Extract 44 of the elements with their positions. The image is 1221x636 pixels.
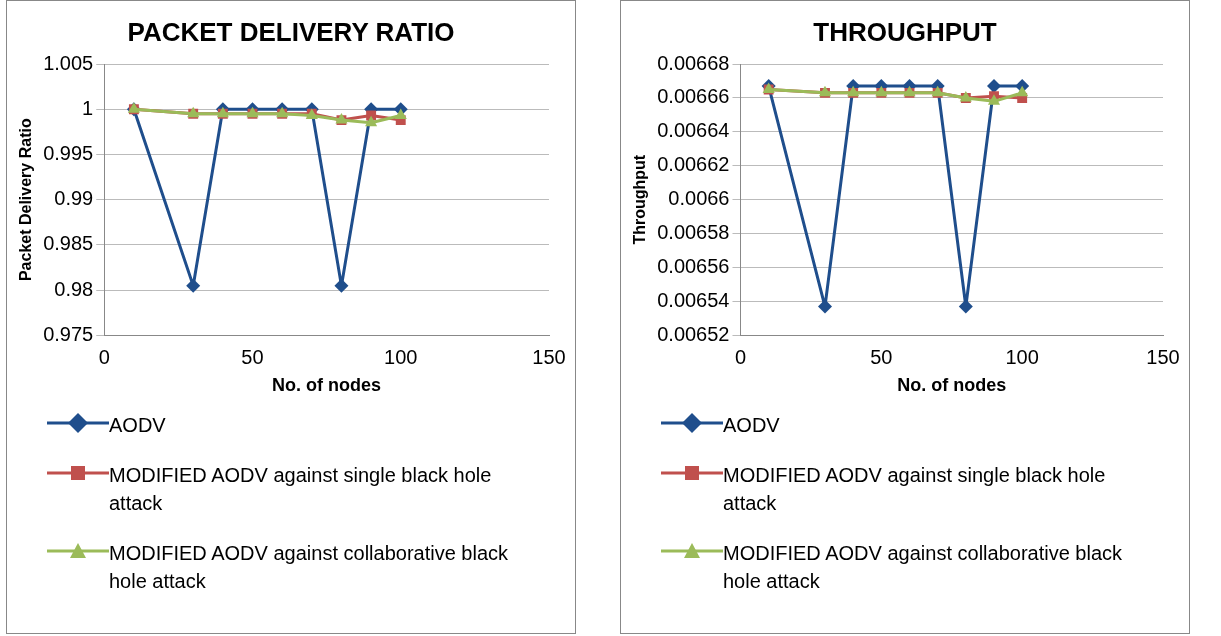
point — [186, 278, 201, 293]
legend-label: MODIFIED AODV against single black hole attack — [109, 463, 493, 516]
y-tick-label: 0.985 — [43, 232, 94, 255]
x-tick-label: 50 — [870, 345, 893, 368]
x-tick-label: 100 — [384, 345, 418, 368]
y-tick-label: 0.99 — [54, 187, 94, 210]
y-tick-label: 1 — [82, 96, 94, 119]
x-tick-label: 150 — [1146, 345, 1180, 368]
x-tick-label: 150 — [532, 345, 566, 368]
y-tick-label: 0.00668 — [657, 51, 730, 74]
point — [958, 299, 973, 314]
point — [818, 299, 832, 314]
y-tick-label: 0.995 — [43, 141, 94, 164]
point — [987, 79, 1001, 94]
legend-label: AODV — [109, 413, 166, 438]
y-tick-label: 0.00658 — [657, 221, 730, 244]
point — [1016, 85, 1029, 97]
legend-label: AODV — [723, 413, 780, 438]
y-tick-label: 0.00662 — [657, 153, 730, 176]
x-axis-title: No. of nodes — [897, 375, 1007, 396]
point — [394, 108, 407, 120]
y-tick-label: 0.98 — [54, 277, 94, 300]
legend-label: MODIFIED AODV against collaborative black hole attack — [109, 541, 510, 594]
x-tick-label: 100 — [1005, 345, 1039, 368]
y-tick-label: 0.975 — [43, 322, 94, 345]
y-tick-label: 1.005 — [43, 51, 94, 74]
y-tick-label: 0.00656 — [657, 255, 730, 278]
y-tick-label: 0.00652 — [657, 322, 730, 345]
x-axis-title: No. of nodes — [272, 375, 382, 396]
x-tick-label: 0 — [98, 345, 110, 368]
legend-label: MODIFIED AODV against collaborative black hole attack — [723, 541, 1124, 594]
legend-label: MODIFIED AODV against single black hole attack — [723, 463, 1107, 516]
chart-title: PACKET DELIVERY RATIO — [126, 17, 456, 49]
y-axis-title: Packet Delivery Ratio — [17, 118, 35, 282]
y-axis-title: Throughput — [631, 154, 649, 245]
point — [365, 115, 378, 127]
y-tick-label: 0.00666 — [657, 85, 730, 108]
y-tick-label: 0.00664 — [657, 119, 730, 142]
x-tick-label: 50 — [241, 345, 264, 368]
chart-title: THROUGHPUT — [812, 17, 998, 49]
y-tick-label: 0.00654 — [657, 288, 730, 311]
y-tick-label: 0.0066 — [668, 187, 730, 210]
x-tick-label: 0 — [734, 345, 747, 368]
point — [334, 278, 349, 293]
